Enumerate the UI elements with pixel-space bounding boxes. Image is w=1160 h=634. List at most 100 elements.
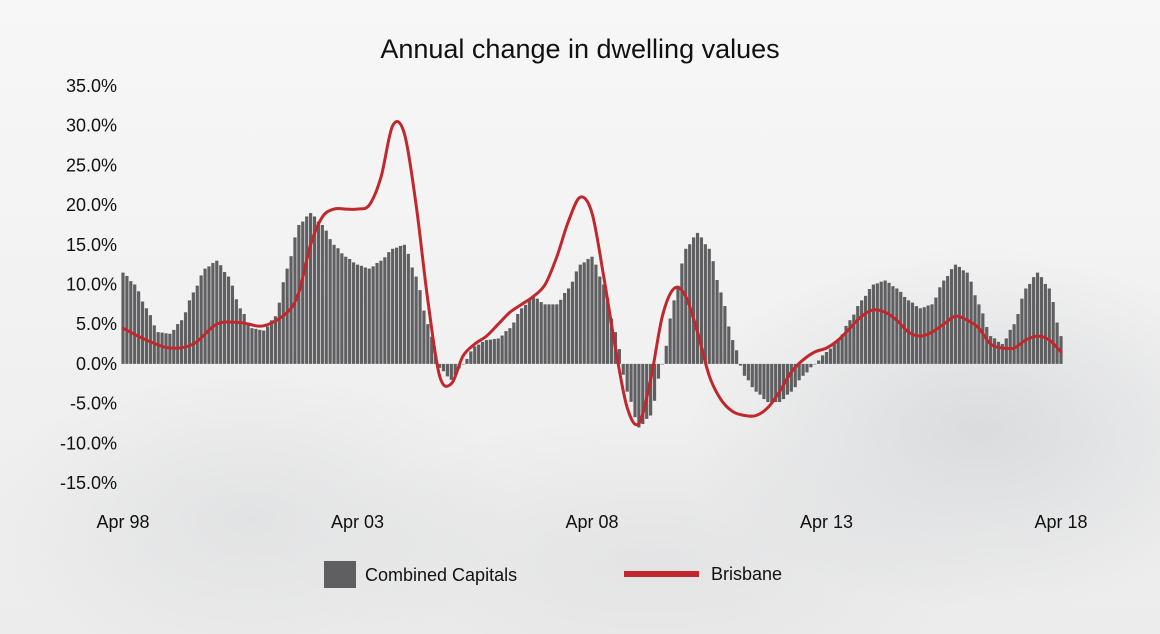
bar bbox=[426, 324, 430, 364]
bar bbox=[187, 300, 192, 364]
bar bbox=[770, 363, 774, 403]
bar bbox=[160, 332, 164, 364]
bar bbox=[1055, 322, 1059, 364]
y-tick-label: -15.0% bbox=[60, 473, 117, 493]
bar bbox=[992, 338, 997, 364]
bar bbox=[137, 291, 141, 364]
bar bbox=[512, 322, 516, 364]
bar bbox=[133, 284, 137, 364]
chart-title: Annual change in dwelling values bbox=[380, 34, 779, 64]
bar bbox=[207, 266, 211, 364]
bar bbox=[320, 224, 324, 364]
bar bbox=[543, 304, 547, 364]
bar bbox=[953, 264, 958, 364]
bar bbox=[649, 363, 653, 416]
bar bbox=[492, 338, 496, 364]
bar bbox=[410, 267, 414, 364]
bar bbox=[602, 284, 606, 364]
bar bbox=[664, 345, 668, 364]
x-tick-label: Apr 18 bbox=[1034, 512, 1087, 532]
bar bbox=[203, 268, 207, 364]
x-axis: Apr 98 Apr 03 Apr 08 Apr 13 Apr 18 bbox=[96, 512, 1087, 532]
bar bbox=[566, 288, 571, 364]
bar bbox=[441, 363, 446, 372]
bar bbox=[250, 328, 254, 364]
x-tick-label: Apr 03 bbox=[331, 512, 384, 532]
bar bbox=[820, 355, 825, 364]
bar bbox=[211, 262, 215, 364]
bar bbox=[508, 328, 512, 364]
bar bbox=[312, 216, 317, 364]
bar bbox=[805, 363, 809, 373]
bar bbox=[981, 313, 985, 364]
bar bbox=[254, 328, 258, 364]
bar bbox=[414, 276, 418, 364]
bar bbox=[183, 312, 188, 364]
bar bbox=[692, 237, 696, 364]
bar bbox=[551, 304, 555, 364]
bar bbox=[652, 363, 657, 401]
bar bbox=[219, 265, 223, 364]
bar bbox=[582, 262, 586, 364]
bar bbox=[344, 256, 348, 364]
bar bbox=[836, 340, 840, 364]
bar bbox=[351, 262, 356, 364]
bar bbox=[735, 350, 739, 364]
bar bbox=[719, 292, 723, 364]
bar bbox=[465, 358, 469, 364]
bar bbox=[238, 308, 242, 364]
bar bbox=[355, 264, 360, 364]
bar bbox=[277, 302, 281, 364]
bar bbox=[340, 253, 344, 364]
bar bbox=[637, 363, 641, 428]
bar bbox=[129, 281, 133, 364]
y-tick-label: 10.0% bbox=[66, 275, 117, 295]
bar bbox=[215, 260, 219, 364]
bar bbox=[609, 318, 614, 364]
bar bbox=[621, 363, 625, 375]
bar bbox=[176, 324, 180, 364]
bar bbox=[977, 304, 981, 364]
y-axis: 35.0% 30.0% 25.0% 20.0% 15.0% 10.0% 5.0% 0.0% -5… bbox=[60, 76, 117, 493]
bar bbox=[199, 275, 203, 364]
y-tick-label: 30.0% bbox=[66, 116, 117, 136]
bar bbox=[762, 363, 766, 400]
bar bbox=[332, 244, 336, 364]
bar bbox=[578, 264, 582, 364]
bar bbox=[703, 244, 707, 364]
bar bbox=[555, 304, 559, 364]
legend-swatch-brisbane bbox=[624, 571, 699, 577]
bar bbox=[316, 221, 321, 364]
bar bbox=[867, 289, 872, 364]
bar bbox=[684, 248, 688, 364]
bar bbox=[156, 332, 160, 364]
bar bbox=[789, 363, 793, 392]
bar bbox=[309, 213, 313, 364]
y-tick-label: 35.0% bbox=[66, 76, 117, 96]
bar bbox=[367, 268, 371, 364]
bar bbox=[336, 248, 340, 364]
bar bbox=[891, 286, 895, 364]
bar bbox=[563, 293, 567, 364]
bar bbox=[758, 363, 762, 395]
bar bbox=[715, 279, 719, 364]
bar bbox=[469, 351, 473, 364]
bar bbox=[598, 276, 602, 364]
brisbane-line bbox=[121, 120, 1063, 427]
bar bbox=[379, 260, 383, 364]
bar bbox=[676, 285, 680, 364]
bar bbox=[742, 363, 747, 376]
bar bbox=[754, 363, 758, 392]
bar bbox=[840, 334, 844, 364]
x-tick-label: Apr 98 bbox=[96, 512, 149, 532]
bar bbox=[523, 304, 528, 364]
bar bbox=[680, 263, 684, 364]
bar bbox=[828, 348, 833, 364]
bar bbox=[504, 331, 508, 364]
y-tick-label: -5.0% bbox=[70, 394, 117, 414]
legend-label-brisbane: Brisbane bbox=[711, 564, 782, 584]
bar bbox=[461, 363, 465, 365]
bar bbox=[535, 298, 539, 364]
bar bbox=[1032, 277, 1036, 364]
bar bbox=[484, 340, 489, 364]
